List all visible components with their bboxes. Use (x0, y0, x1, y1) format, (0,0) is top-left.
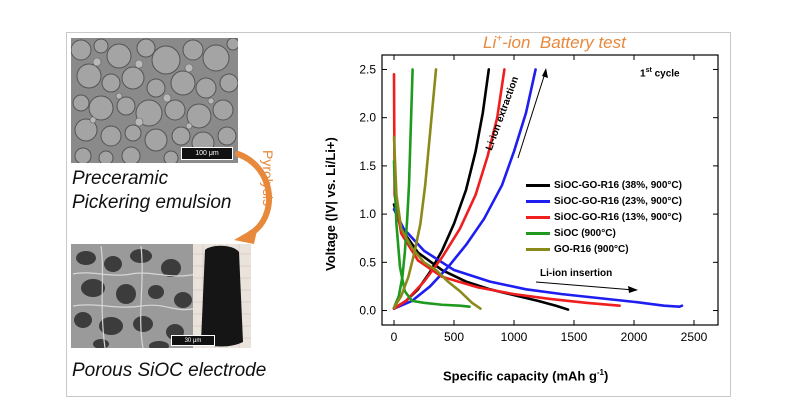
legend-item: SiOC-GO-R16 (13%, 900°C) (526, 209, 682, 225)
y-axis-label: Voltage (|V| vs. Li/Li+) (323, 137, 338, 271)
insertion-arrow-icon (535, 281, 638, 293)
legend-label: GO-R16 (900°C) (554, 243, 629, 255)
series-1-insertion-line (392, 207, 684, 308)
y-tick-label: 2.0 (359, 111, 376, 125)
series-0-insertion-line (392, 203, 570, 311)
x-tick-label: 1500 (561, 330, 588, 344)
y-tick-label: 0.5 (359, 255, 376, 269)
legend-item: GO-R16 (900°C) (526, 241, 682, 257)
top-caption-line1: Preceramic (72, 168, 169, 189)
legend-swatch (526, 183, 550, 187)
x-axis-label: Specific capacity (mAh g-1) (443, 368, 609, 384)
legend-swatch (526, 199, 550, 203)
legend-label: SiOC (900°C) (554, 227, 616, 239)
top-caption-line2: Pickering emulsion (72, 192, 232, 213)
legend-swatch (526, 247, 550, 251)
legend-item: SiOC (900°C) (526, 225, 682, 241)
y-tick-label: 2.5 (359, 62, 376, 76)
x-tick-label: 2500 (681, 330, 708, 344)
chart-legend: SiOC-GO-R16 (38%, 900°C) SiOC-GO-R16 (23… (526, 177, 682, 257)
plot-frame (381, 54, 719, 326)
y-tick-label: 0.0 (359, 304, 376, 318)
cycle-label: 1st cycle (640, 67, 680, 80)
x-tick-label: 500 (444, 330, 464, 344)
legend-label: SiOC-GO-R16 (38%, 900°C) (554, 179, 682, 191)
legend-label: SiOC-GO-R16 (23%, 900°C) (554, 195, 682, 207)
x-tick-label: 1000 (501, 330, 528, 344)
emulsion-micrograph (71, 38, 238, 163)
series-4-insertion-line (392, 135, 482, 310)
legend-swatch (526, 231, 550, 235)
bottom-scale-bar: 30 μm (171, 335, 215, 346)
legend-item: SiOC-GO-R16 (38%, 900°C) (526, 177, 682, 193)
legend-item: SiOC-GO-R16 (23%, 900°C) (526, 193, 682, 209)
series-2-extraction-line (392, 68, 506, 310)
legend-swatch (526, 215, 550, 219)
emulsion-droplets-image (71, 38, 238, 163)
x-tick-label: 2000 (621, 330, 648, 344)
legend-label: SiOC-GO-R16 (13%, 900°C) (554, 211, 682, 223)
y-tick-label: 1.5 (359, 159, 376, 173)
series-4-extraction-line (392, 68, 438, 309)
series-3-insertion-line (392, 159, 471, 308)
annotation-insertion: Li-ion insertion (540, 268, 613, 279)
series-1-extraction-line (392, 68, 537, 310)
pyrolysis-arrow-icon (234, 151, 272, 244)
x-tick-label: 0 (391, 330, 398, 344)
bottom-caption: Porous SiOC electrode (72, 360, 267, 381)
chart-title: Li+-ion Battery test (483, 33, 626, 52)
y-tick-label: 1.0 (359, 207, 376, 221)
extraction-arrow-icon (517, 68, 548, 159)
porous-sioc-micrograph (71, 244, 251, 348)
series-3-extraction-line (392, 68, 414, 309)
figure-frame (66, 32, 731, 397)
top-scale-bar: 100 μm (181, 147, 233, 160)
porous-structure-image (71, 244, 251, 348)
